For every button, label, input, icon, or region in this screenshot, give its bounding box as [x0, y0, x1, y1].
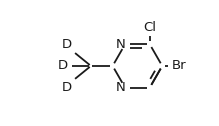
- Text: D: D: [61, 81, 72, 94]
- Text: N: N: [115, 38, 125, 51]
- Text: N: N: [115, 81, 125, 94]
- Text: Cl: Cl: [143, 21, 156, 34]
- Text: D: D: [58, 59, 68, 72]
- Text: Br: Br: [171, 59, 186, 72]
- Text: D: D: [61, 38, 72, 51]
